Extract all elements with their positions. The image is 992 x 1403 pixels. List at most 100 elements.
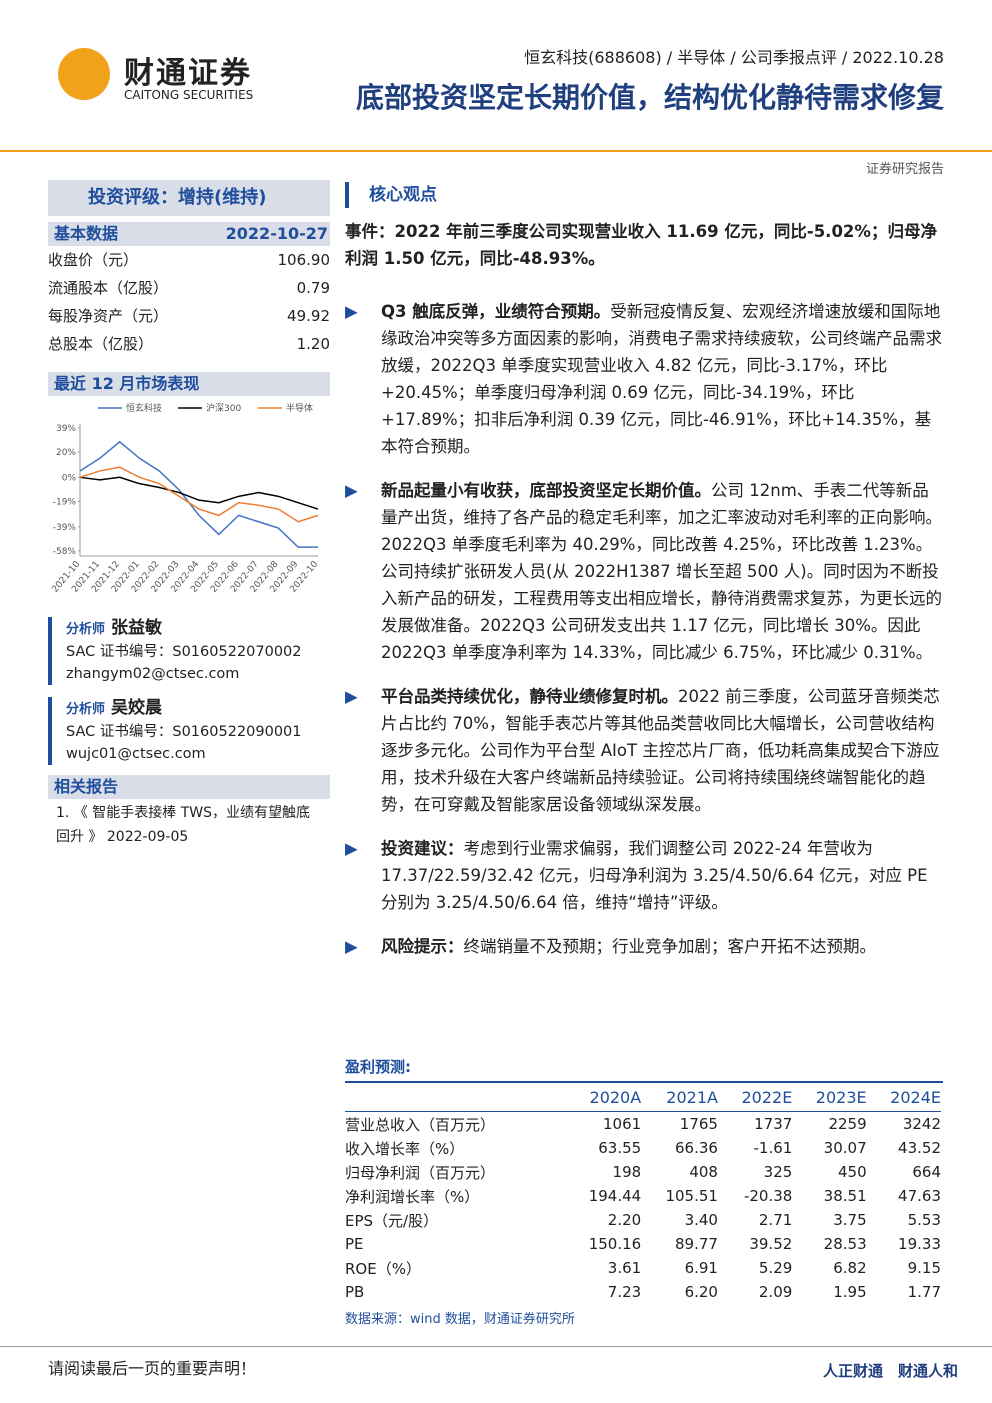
table-cell: 105.51 xyxy=(665,1187,718,1205)
table-cell: 2.20 xyxy=(607,1211,642,1229)
bullet-marker: ▶ xyxy=(345,937,358,956)
brand-en: CAITONG SECURITIES xyxy=(124,88,254,102)
legend-label: 恒玄科技 xyxy=(126,402,162,414)
table-cell: 1061 xyxy=(603,1115,642,1133)
table-cell: PB xyxy=(345,1283,365,1301)
basic-value: 106.90 xyxy=(277,251,331,269)
bullet-lead: 风险提示： xyxy=(381,937,464,956)
table-cell: 63.55 xyxy=(598,1139,642,1157)
bullet-marker: ▶ xyxy=(345,687,358,706)
table-cell: 2.71 xyxy=(758,1211,793,1229)
related-item: 1. 《 智能手表接棒 TWS，业绩有望触底回升 》 2022-09-05 xyxy=(56,805,310,845)
section-title: 核心观点 xyxy=(345,182,943,208)
table-cell: 89.77 xyxy=(675,1235,718,1253)
table-cell: 30.07 xyxy=(823,1139,867,1157)
table-cell: 净利润增长率（%） xyxy=(345,1187,480,1206)
table-cell: 9.15 xyxy=(907,1259,941,1277)
bullet: ▶ Q3 触底反弹，业绩符合预期。受新冠疫情反复、宏观经济增速放缓和国际地缘政治冲… xyxy=(345,298,943,460)
y-tick-label: 20% xyxy=(56,448,76,458)
table-cell: 6.20 xyxy=(684,1283,718,1301)
table-cell: 66.36 xyxy=(675,1139,718,1157)
bullets: ▶ Q3 触底反弹，业绩符合预期。受新冠疫情反复、宏观经济增速放缓和国际地缘政治冲… xyxy=(345,298,943,960)
chart: 恒玄科技 沪深300 半导体39%20%0%-19%-39%-58%2021-102… xyxy=(50,402,320,595)
series-line xyxy=(79,476,319,510)
table-cell: 1.95 xyxy=(833,1283,867,1301)
table-cell: ROE（%） xyxy=(345,1259,421,1278)
table-cell: -20.38 xyxy=(743,1187,793,1205)
table-cell: EPS（元/股） xyxy=(345,1211,439,1230)
bullet: ▶ 投资建议：考虑到行业需求偏弱，我们调整公司 2022-24 年营收为 17.3… xyxy=(345,835,943,916)
table-cell: PE xyxy=(345,1235,364,1253)
table-row: 营业总收入（百万元） 1061 1765 1737 2259 3242 xyxy=(345,1112,941,1137)
table-cell: 450 xyxy=(837,1163,867,1181)
table-source: 数据来源：wind 数据，财通证券研究所 xyxy=(345,1312,575,1327)
table-cell: 39.52 xyxy=(749,1235,793,1253)
table-cell: 2.09 xyxy=(758,1283,793,1301)
slogan: 人正财通 财通人和 xyxy=(822,1362,958,1380)
table-cell: 43.52 xyxy=(898,1139,941,1157)
table-cell: 归母净利润（百万元） xyxy=(345,1163,496,1182)
analyst: 分析师 吴姣晨 SAC 证书编号：S0160522090001 wujc01@ctse… xyxy=(48,697,330,765)
bullet-marker: ▶ xyxy=(345,839,358,858)
table-cell: 664 xyxy=(912,1163,941,1181)
analyst-name: 张益敏 xyxy=(111,618,163,638)
basic-data: 收盘价（元） 106.90 流通股本（亿股） 0.79 每股净资产（元） 49.92 总股本… xyxy=(48,246,330,358)
bullet: ▶ 平台品类持续优化，静待业绩修复时机。2022 前三季度，公司蓝牙音频类芯片占比… xyxy=(345,683,943,818)
analyst-head: 分析师 吴姣晨 xyxy=(66,697,330,721)
analysts: 分析师 张益敏 SAC 证书编号：S0160522070002 zhangym02@c… xyxy=(48,617,330,765)
table-cell: 5.53 xyxy=(907,1211,941,1229)
table-cell: 150.16 xyxy=(588,1235,642,1253)
table-header-cell: 2024E xyxy=(890,1087,941,1107)
table-row: EPS（元/股） 2.20 3.40 2.71 3.75 5.53 xyxy=(345,1208,941,1232)
table-cell: 收入增长率（%） xyxy=(345,1139,465,1158)
table-cell: 3.61 xyxy=(607,1259,642,1277)
analyst-sac: SAC 证书编号：S0160522090001 xyxy=(66,724,302,740)
table-cell: 1737 xyxy=(754,1115,793,1133)
related-title: 相关报告 xyxy=(48,775,330,799)
analyst-role: 分析师 xyxy=(66,702,106,717)
table-cell: 198 xyxy=(612,1163,642,1181)
logo xyxy=(58,48,110,100)
basic-value: 1.20 xyxy=(296,335,330,353)
basic-label: 流通股本（亿股） xyxy=(48,279,169,297)
table-cell: 3.75 xyxy=(833,1211,867,1229)
bullet-lead: Q3 触底反弹，业绩符合预期。 xyxy=(381,302,611,321)
table-header-cell xyxy=(345,1083,564,1112)
legend-label: 半导体 xyxy=(286,402,313,414)
basic-date: 2022-10-27 xyxy=(225,224,328,243)
table-header-cell: 2023E xyxy=(815,1087,867,1107)
table-cell: 5.29 xyxy=(758,1259,793,1277)
table-cell: 325 xyxy=(763,1163,793,1181)
analyst: 分析师 张益敏 SAC 证书编号：S0160522070002 zhangym02@c… xyxy=(48,617,330,685)
series-line xyxy=(79,440,318,548)
basic-label: 收盘价（元） xyxy=(48,251,139,269)
footer-rule xyxy=(0,1346,992,1347)
table-cell: 1765 xyxy=(679,1115,718,1133)
bullet-body: 投资建议：考虑到行业需求偏弱，我们调整公司 2022-24 年营收为 17.37… xyxy=(381,835,943,916)
market-title: 最近 12 月市场表现 xyxy=(48,372,330,396)
table-cell: -1.61 xyxy=(753,1139,793,1157)
series-line xyxy=(79,466,319,523)
basic-label: 每股净资产（元） xyxy=(48,307,169,325)
table-cell: 194.44 xyxy=(588,1187,642,1205)
analyst-sac: SAC 证书编号：S0160522070002 xyxy=(66,644,302,660)
y-tick-label: 39% xyxy=(56,424,76,434)
analyst-role: 分析师 xyxy=(66,622,106,637)
bullet-body: 平台品类持续优化，静待业绩修复时机。2022 前三季度，公司蓝牙音频类芯片占比约… xyxy=(381,683,943,818)
table-cell: 1.77 xyxy=(907,1283,941,1301)
y-tick-label: -58% xyxy=(53,547,77,557)
table-cell: 3.40 xyxy=(684,1211,718,1229)
forecast-table: 2020A 2021A 2022E 2023E 2024E 营业总收入（百万元） 1061 1… xyxy=(345,1083,941,1304)
table-cell: 28.53 xyxy=(823,1235,867,1253)
bullet-lead: 平台品类持续优化，静待业绩修复时机。 xyxy=(381,687,678,706)
table-cell: 6.82 xyxy=(833,1259,867,1277)
table-row: ROE（%） 3.61 6.91 5.29 6.82 9.15 xyxy=(345,1256,941,1280)
basic-row: 收盘价（元） 106.90 xyxy=(48,246,330,274)
table-header: 2020A 2021A 2022E 2023E 2024E xyxy=(345,1083,941,1112)
basic-title: 基本数据 xyxy=(54,224,119,243)
analyst-name: 吴姣晨 xyxy=(111,698,163,718)
table-cell: 38.51 xyxy=(823,1187,867,1205)
analyst-head: 分析师 张益敏 xyxy=(66,617,330,641)
table-header-cell: 2022E xyxy=(741,1087,793,1107)
table-header-cell: 2020A xyxy=(589,1087,642,1107)
